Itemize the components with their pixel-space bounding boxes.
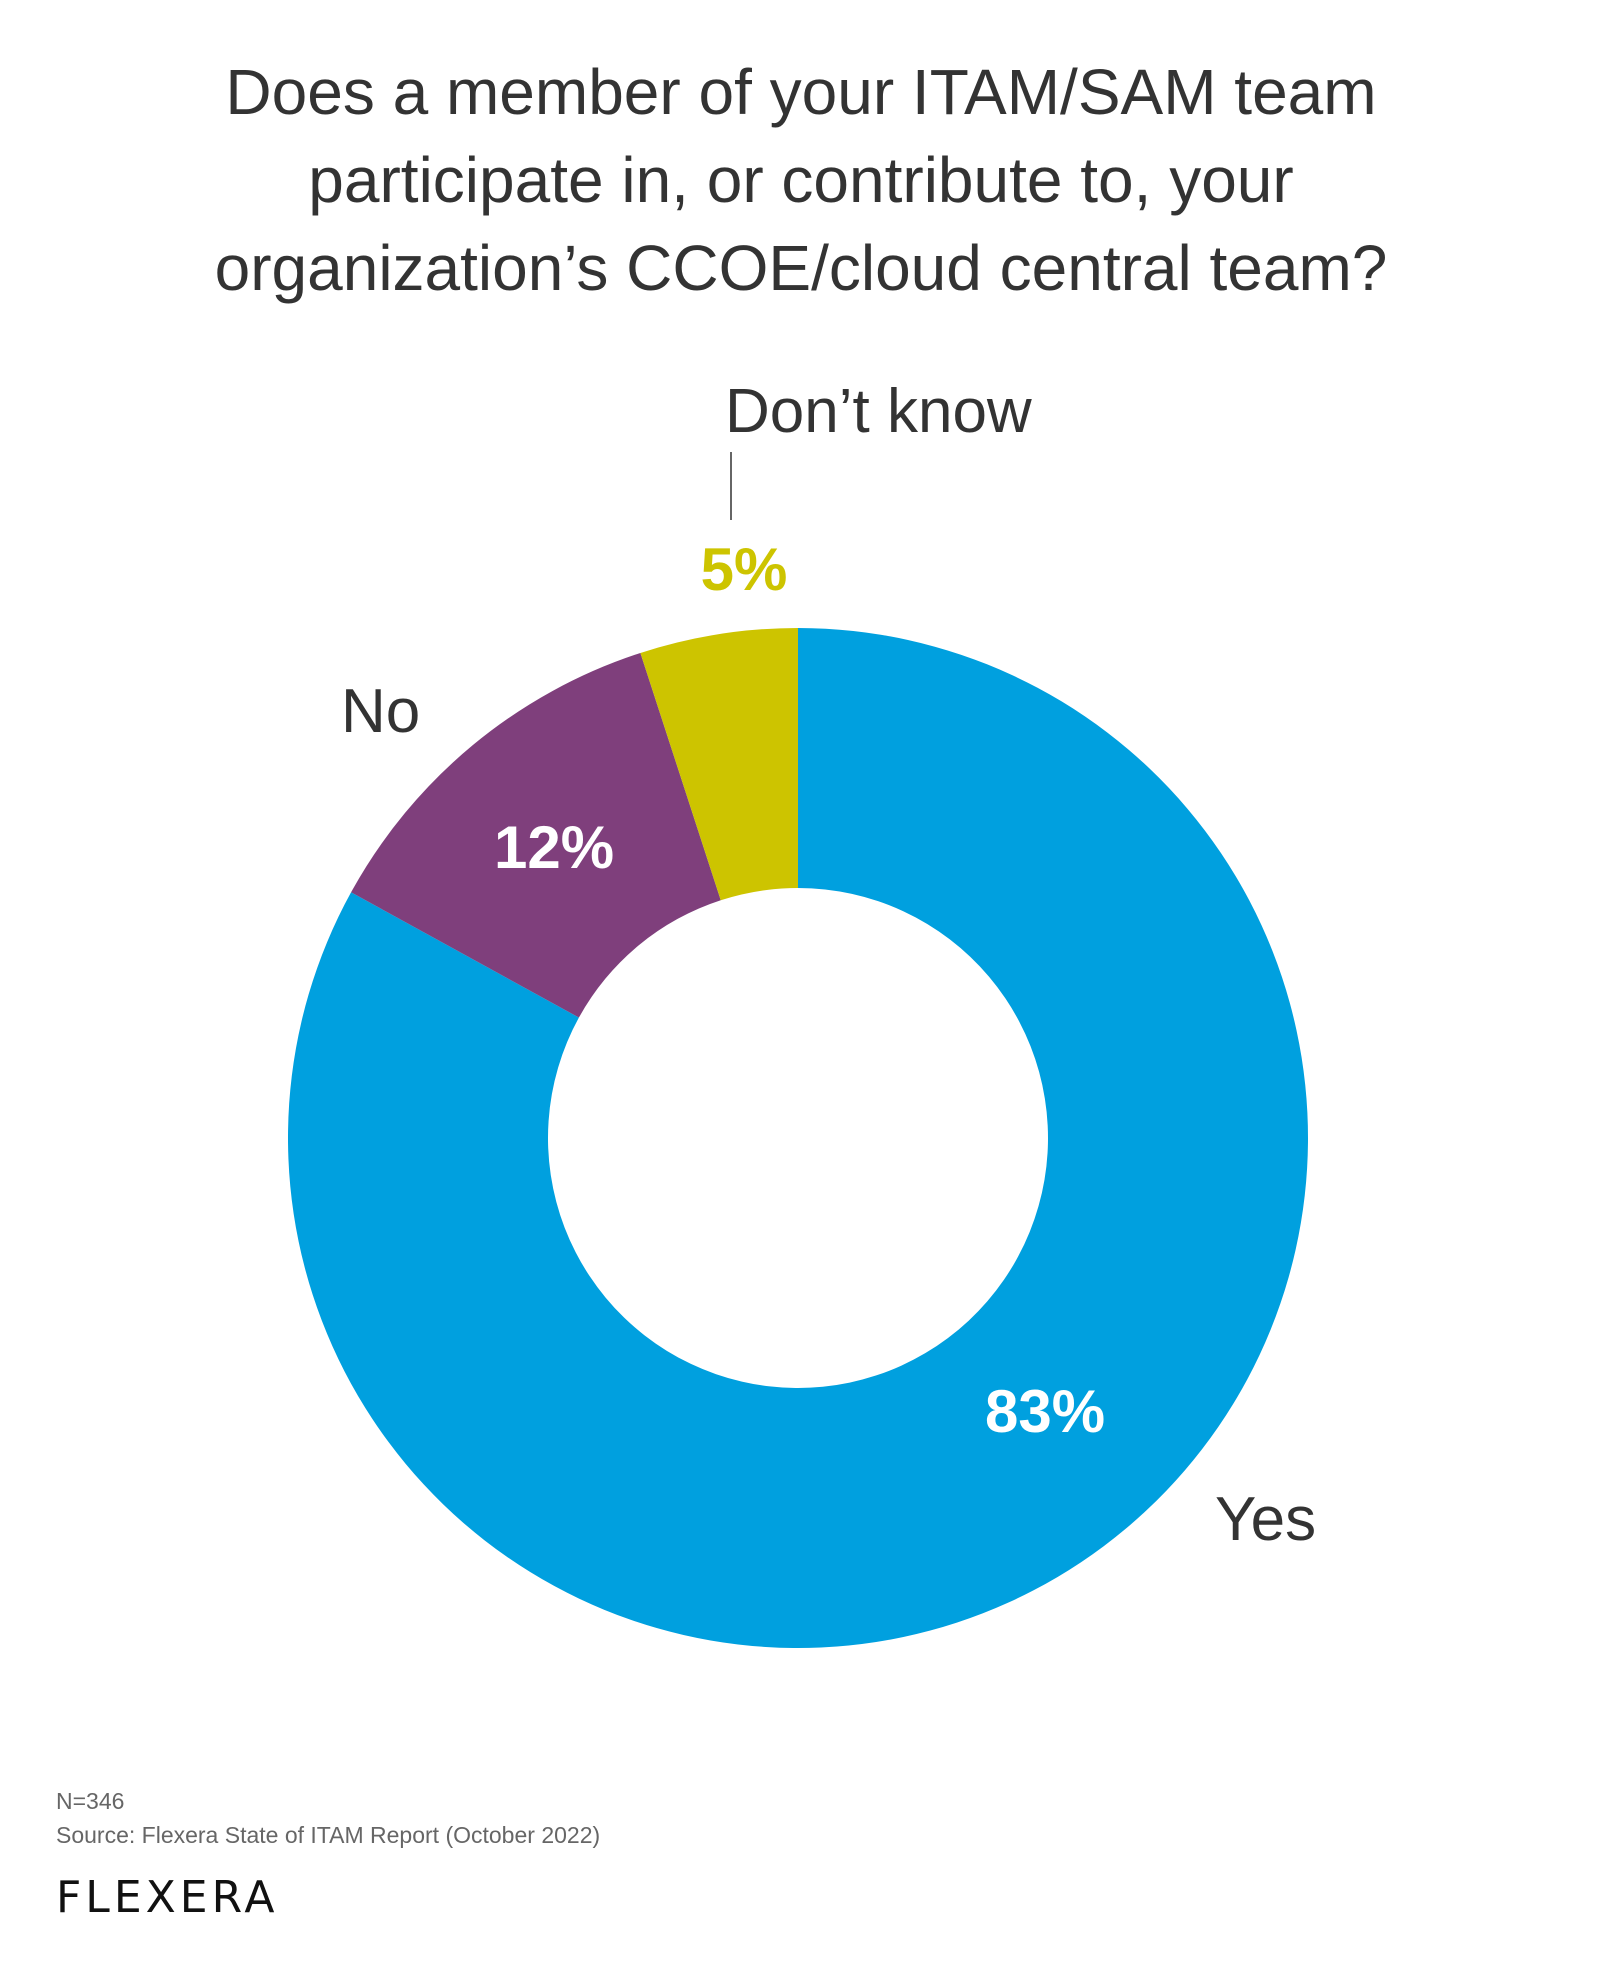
slice-no (351, 652, 721, 1018)
slice-don-t-know (640, 628, 798, 901)
title-line: Does a member of your ITAM/SAM team (225, 56, 1377, 128)
flexera-logo: FLEXERA (56, 1872, 279, 1923)
slice-yes (287, 628, 1308, 1648)
category-label-dont-know: Don’t know (725, 377, 1032, 446)
title-line: participate in, or contribute to, your (308, 144, 1294, 216)
value-label-yes: 83% (985, 1378, 1105, 1445)
source-note: Source: Flexera State of ITAM Report (Oc… (56, 1822, 601, 1848)
chart-title: Does a member of your ITAM/SAM team part… (100, 48, 1502, 312)
category-label-yes: Yes (1215, 1485, 1316, 1554)
value-label-dont-know: 5% (701, 536, 788, 603)
category-label-no: No (341, 677, 420, 746)
sample-size: N=346 (56, 1788, 125, 1814)
value-label-no: 12% (494, 814, 614, 881)
title-line: organization’s CCOE/cloud central team? (214, 232, 1388, 304)
